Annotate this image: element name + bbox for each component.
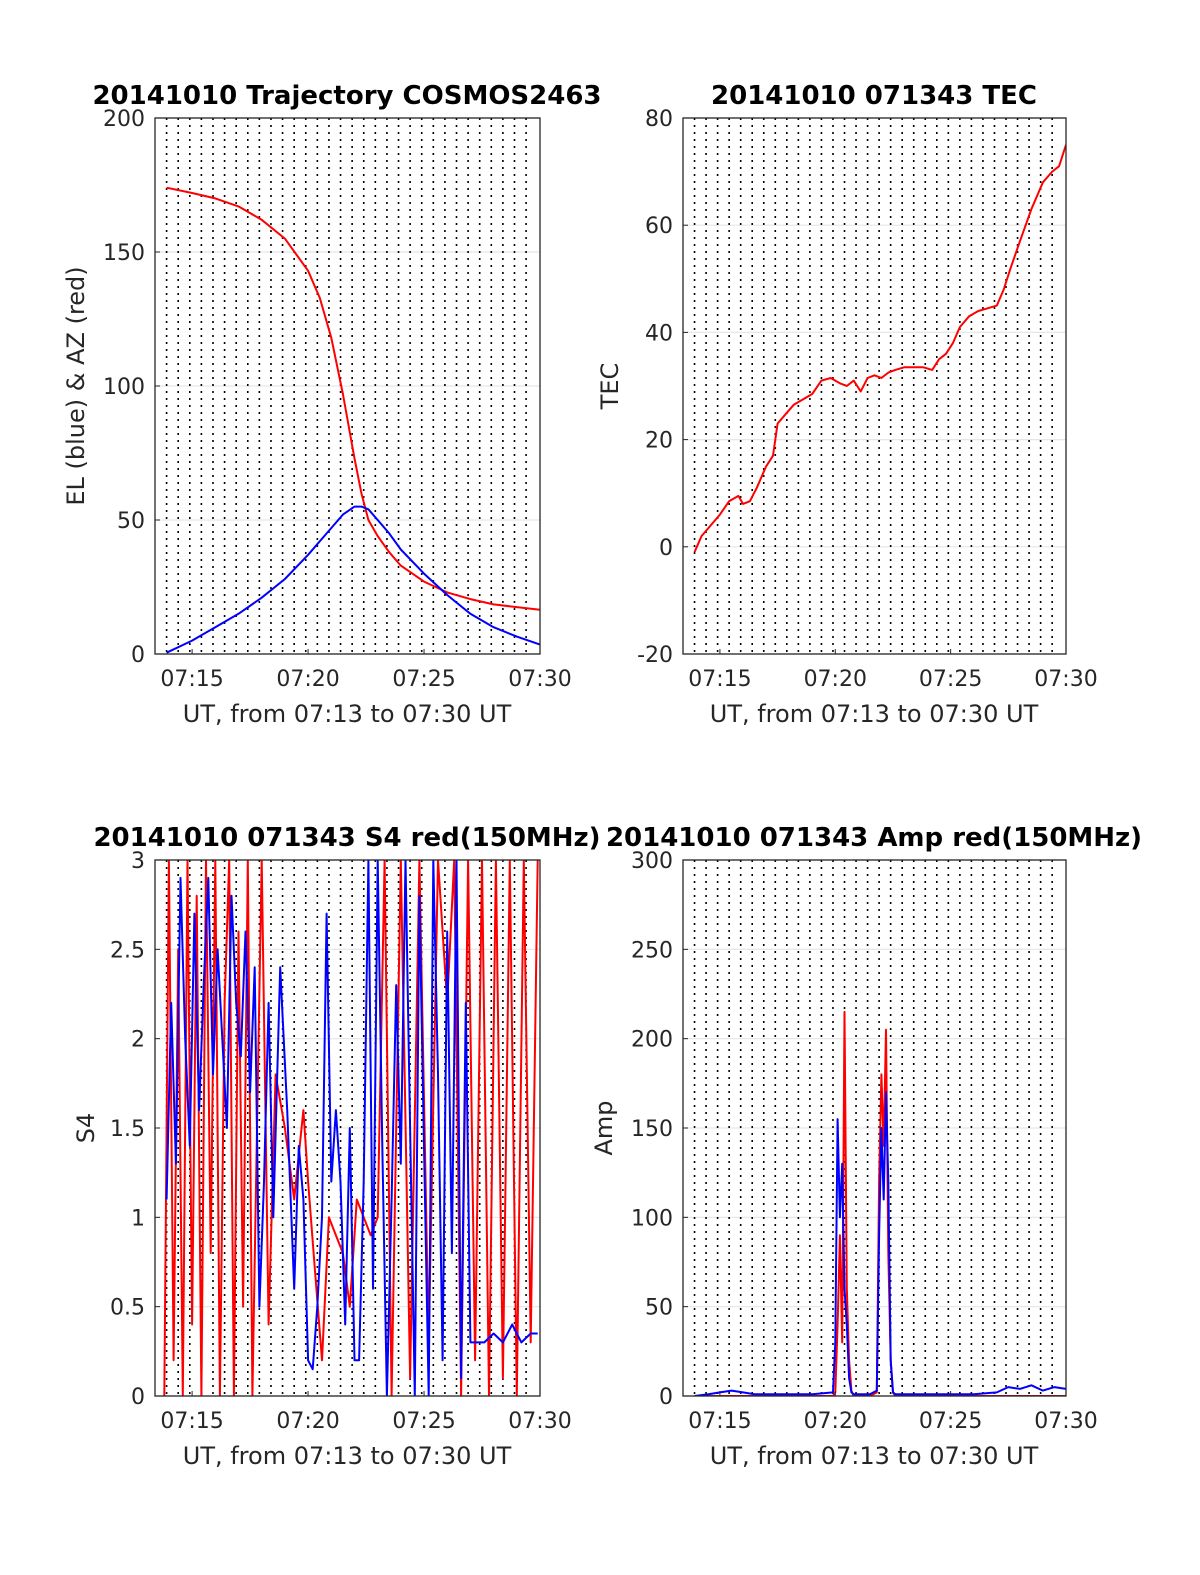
series-amp (694, 1010, 1066, 1396)
chart-title-amp: 20141010 071343 Amp red(150MHz) (606, 823, 1142, 853)
x-tick-label: 07:25 (392, 667, 455, 692)
y-tick-label: 3 (131, 849, 145, 874)
y-tick-label: 250 (631, 938, 673, 963)
x-axis-label-amp: UT, from 07:13 to 07:30 UT (710, 1442, 1039, 1470)
y-tick-label: 150 (103, 241, 145, 266)
y-tick-label: 200 (103, 107, 145, 132)
series-line-blue (165, 860, 538, 1396)
plot-frame (682, 117, 1067, 655)
panel-trajectory: 0 50 100 150 200 07:15 07:20 07:25 07:30 2014101… (62, 81, 602, 728)
panel-amp: 0 50 100 150 200 250 300 07:15 07:20 07:25 07:30 2… (590, 823, 1142, 1470)
y-tick-label: -20 (637, 643, 673, 668)
plot-frame (154, 117, 541, 655)
y-axis-label-s4: S4 (72, 1113, 100, 1144)
series-trajectory (166, 186, 540, 654)
grid-tec (683, 117, 1066, 655)
series-line-blue (166, 505, 540, 654)
x-tick-label: 07:15 (688, 667, 751, 692)
y-tick-label: 150 (631, 1117, 673, 1142)
axes-s4: 0 0.5 1 1.5 2 2.5 3 07:15 07:20 07:25 07:30 (110, 849, 572, 1434)
series-tec (693, 144, 1066, 553)
series-line-red (693, 144, 1066, 553)
x-tick-label: 07:30 (1034, 667, 1097, 692)
x-tick-label: 07:20 (804, 667, 867, 692)
x-tick-label: 07:25 (392, 1409, 455, 1434)
y-tick-label: 80 (645, 107, 673, 132)
x-tick-label: 07:25 (919, 667, 982, 692)
y-tick-label: 100 (103, 375, 145, 400)
x-tick-label: 07:20 (276, 1409, 339, 1434)
y-tick-label: 50 (117, 509, 145, 534)
x-tick-label: 07:20 (276, 667, 339, 692)
y-tick-label: 50 (645, 1296, 673, 1321)
chart-title-trajectory: 20141010 Trajectory COSMOS2463 (92, 81, 601, 111)
y-tick-label: 0.5 (110, 1296, 145, 1321)
y-tick-label: 300 (631, 849, 673, 874)
axes-amp: 0 50 100 150 200 250 300 07:15 07:20 07:25 07:30 (631, 849, 1098, 1434)
series-line-blue (694, 1091, 1066, 1396)
x-axis-label-tec: UT, from 07:13 to 07:30 UT (710, 700, 1039, 728)
y-tick-label: 100 (631, 1206, 673, 1231)
y-tick-label: 0 (131, 1385, 145, 1410)
y-axis-label-trajectory: EL (blue) & AZ (red) (62, 266, 90, 505)
plot-frame (154, 859, 541, 1397)
chart-title-s4: 20141010 071343 S4 red(150MHz) (93, 823, 600, 853)
x-axis-label-trajectory: UT, from 07:13 to 07:30 UT (183, 700, 512, 728)
x-tick-label: 07:20 (804, 1409, 867, 1434)
x-tick-label: 07:30 (1034, 1409, 1097, 1434)
panel-s4: 0 0.5 1 1.5 2 2.5 3 07:15 07:20 07:25 07:30 201410… (72, 823, 601, 1470)
y-tick-label: 2 (131, 1028, 145, 1053)
y-tick-label: 60 (645, 214, 673, 239)
y-tick-label: 1.5 (110, 1117, 145, 1142)
y-tick-label: 40 (645, 321, 673, 346)
y-tick-label: 200 (631, 1028, 673, 1053)
y-tick-label: 20 (645, 429, 673, 454)
chart-title-tec: 20141010 071343 TEC (711, 81, 1037, 111)
x-tick-label: 07:15 (688, 1409, 751, 1434)
y-axis-label-tec: TEC (596, 363, 624, 411)
x-tick-label: 07:25 (919, 1409, 982, 1434)
y-tick-label: 2.5 (110, 938, 145, 963)
y-tick-label: 0 (659, 536, 673, 561)
y-tick-label: 0 (659, 1385, 673, 1410)
plot-frame (682, 859, 1067, 1397)
x-tick-label: 07:30 (508, 667, 571, 692)
series-line-red (163, 860, 539, 1396)
panel-tec: -20 0 20 40 60 80 07:15 07:20 07:25 07:30 2014101… (596, 81, 1098, 728)
x-axis-label-s4: UT, from 07:13 to 07:30 UT (183, 1442, 512, 1470)
axes-tec: -20 0 20 40 60 80 07:15 07:20 07:25 07:30 (637, 107, 1098, 692)
x-tick-label: 07:15 (160, 1409, 223, 1434)
series-line-red (166, 186, 540, 611)
x-tick-label: 07:30 (508, 1409, 571, 1434)
y-tick-label: 0 (131, 643, 145, 668)
y-tick-label: 1 (131, 1206, 145, 1231)
x-tick-label: 07:15 (160, 667, 223, 692)
axes-trajectory: 0 50 100 150 200 07:15 07:20 07:25 07:30 (103, 107, 572, 692)
series-s4 (163, 860, 539, 1396)
y-axis-label-amp: Amp (590, 1100, 618, 1155)
